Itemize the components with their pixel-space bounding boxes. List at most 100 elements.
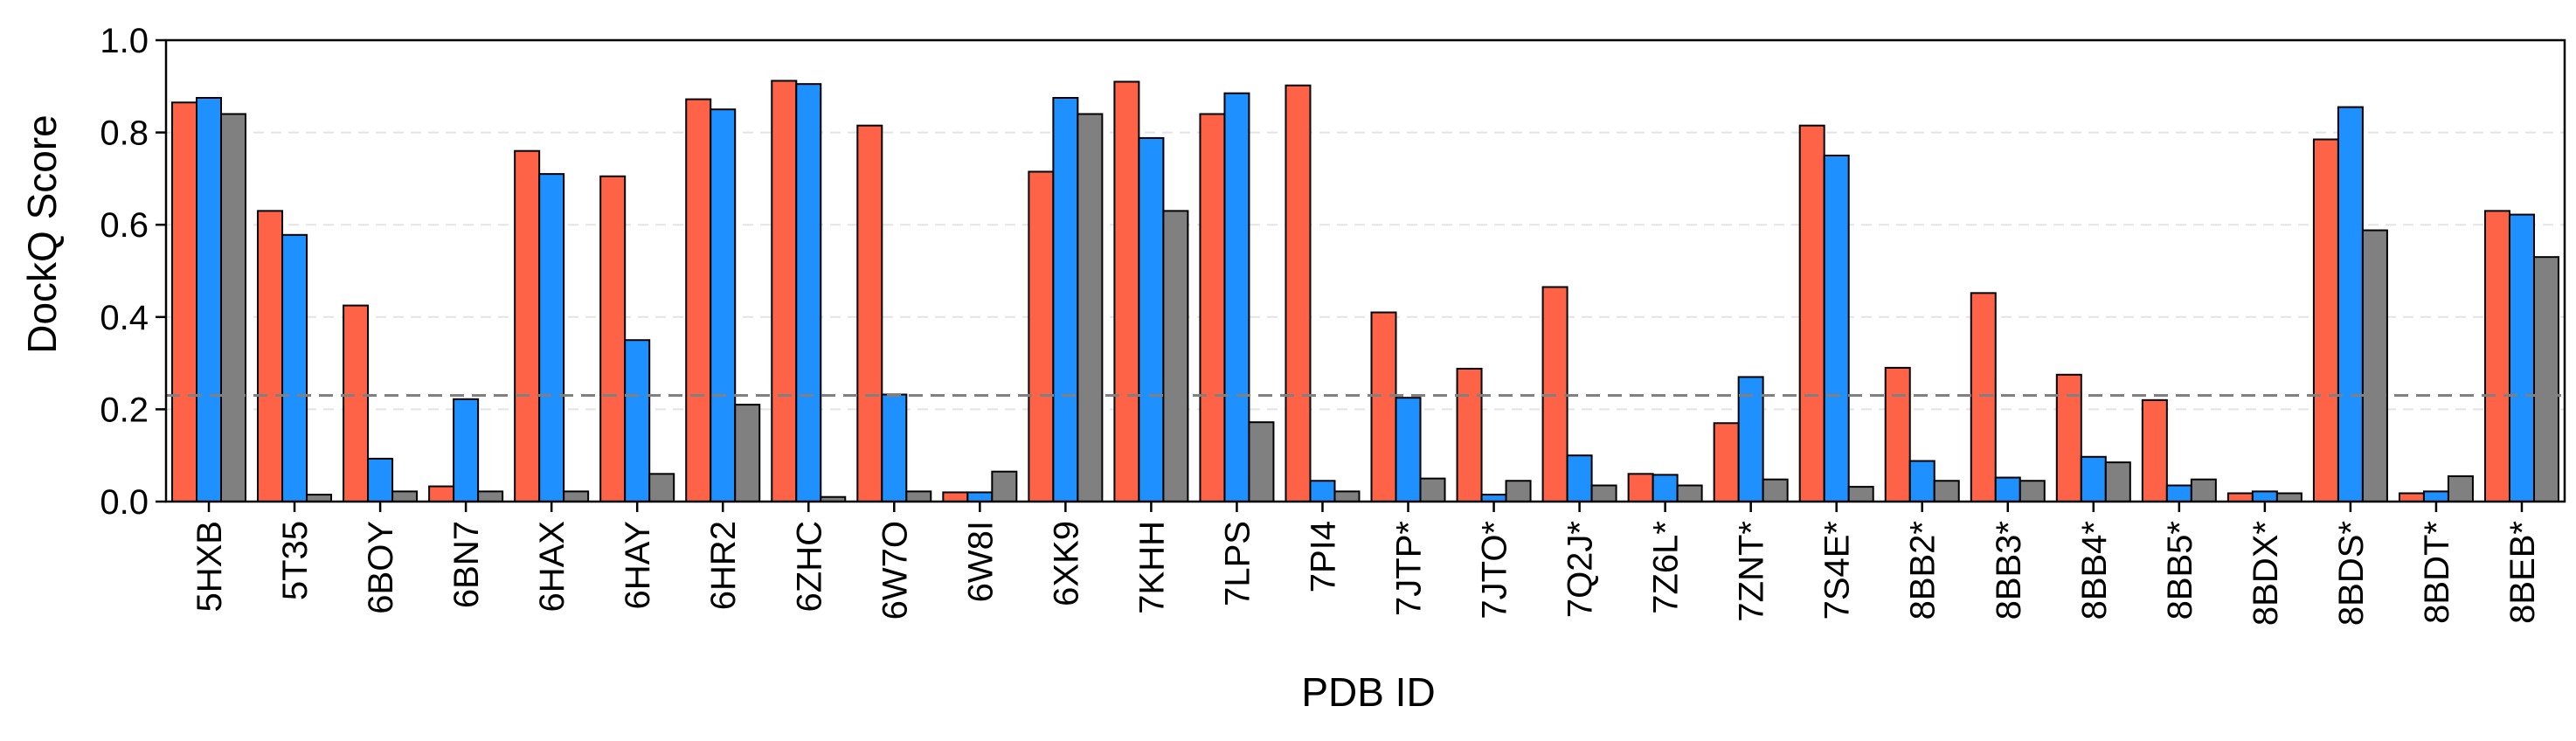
x-axis: 5HXB 5T35 6BOY 6BN7 6HAX 6HAY 6HR2 6ZHC 6W7O 6W8I… [190, 502, 2542, 626]
bar-series-3 [1590, 484, 1617, 503]
bar-series-1 [257, 210, 284, 503]
bar-series-2 [966, 491, 994, 503]
x-tick-label: 8BB2* [1904, 521, 1942, 620]
bar-series-1 [2055, 373, 2082, 502]
bar-series-3 [1505, 480, 1532, 502]
x-tick-label: 6HR2 [704, 521, 743, 610]
bar-series-3 [1847, 486, 1874, 503]
plot-frame [164, 38, 2566, 503]
bar-series-1 [428, 485, 455, 502]
bar-series-2 [1566, 454, 1593, 503]
bar-series-3 [1077, 113, 1104, 502]
bar-series-2 [2251, 490, 2278, 502]
x-tick-label: 6BN7 [447, 521, 486, 608]
bar-series-3 [1333, 490, 1361, 502]
bar-series-2 [2165, 484, 2192, 503]
x-tick-label: 8BB5* [2161, 521, 2199, 620]
bar-series-1 [2483, 210, 2510, 503]
x-axis-title: PDB ID [1301, 669, 1435, 715]
bar-series-3 [905, 490, 932, 502]
bar-series-1 [343, 304, 370, 502]
bar-series-3 [563, 490, 590, 502]
x-tick-label: 7KHH [1132, 521, 1171, 614]
bar-series-3 [1762, 478, 1789, 503]
x-tick-label: 7Z6L* [1647, 521, 1686, 614]
bar-series-2 [881, 393, 908, 502]
bar-series-2 [1908, 460, 1935, 503]
bar-series-1 [771, 80, 798, 503]
bar-series-1 [1113, 80, 1140, 503]
bar-series-2 [2337, 106, 2364, 502]
x-tick-label: 7JTP* [1390, 521, 1429, 616]
y-axis-title: DockQ Score [19, 114, 65, 354]
bar-series-3 [2190, 478, 2217, 503]
bar-series-1 [942, 491, 969, 503]
x-tick-label: 7PI4 [1304, 521, 1342, 592]
bar-series-1 [2226, 492, 2254, 502]
x-tick-label: 7Q2J* [1562, 521, 1600, 618]
bar-series-1 [1285, 84, 1312, 503]
bar-series-1 [2398, 492, 2425, 502]
bar-series-2 [1652, 474, 1679, 502]
x-tick-label: 6BOY [362, 521, 400, 614]
bar-series-2 [1395, 397, 1422, 503]
x-tick-label: 5T35 [276, 521, 315, 600]
x-tick-label: 6HAY [619, 521, 657, 610]
x-tick-label: 7S4E* [1818, 521, 1857, 620]
x-tick-label: 6ZHC [790, 521, 828, 612]
x-tick-label: 8BDT* [2418, 521, 2456, 624]
bar-series-3 [2361, 229, 2388, 502]
bar-series-2 [1138, 136, 1165, 502]
bar-series-2 [1823, 155, 1850, 502]
x-tick-label: 7ZNT* [1733, 521, 1771, 622]
bar-series-3 [648, 473, 675, 503]
bar-series-1 [1370, 311, 1397, 502]
bar-series-3 [1162, 210, 1189, 503]
x-tick-label: 8BB4* [2075, 521, 2114, 620]
bar-series-2 [196, 97, 223, 502]
bar-series-1 [599, 175, 627, 502]
bar-series-2 [624, 339, 651, 503]
y-tick-label: 1.0 [100, 22, 149, 60]
y-tick-label: 0.0 [100, 483, 149, 522]
bar-series-3 [2532, 256, 2559, 502]
bar-series-3 [1676, 484, 1703, 503]
x-tick-label: 6XK9 [1047, 521, 1085, 606]
bar-series-2 [367, 457, 394, 502]
bar-series-2 [1737, 376, 1764, 502]
y-tick-label: 0.8 [100, 114, 149, 153]
x-tick-label: 8BEB* [2503, 521, 2542, 624]
bar-series-3 [1933, 480, 1960, 502]
bar-series-3 [220, 113, 247, 502]
bar-series-3 [1419, 477, 1446, 502]
bar-series-1 [1627, 473, 1654, 503]
y-tick-label: 0.4 [100, 299, 149, 337]
bar-series-2 [1994, 476, 2021, 503]
bar-series-3 [2104, 461, 2131, 502]
bar-series-2 [2508, 213, 2535, 502]
bar-series-1 [1884, 366, 1911, 502]
bar-series-2 [795, 83, 822, 502]
x-tick-label: 8BDS* [2332, 521, 2371, 626]
bar-series-1 [1456, 367, 1483, 502]
x-tick-label: 8BDX* [2247, 521, 2285, 626]
bar-series-3 [2019, 480, 2046, 502]
bar-series-3 [1248, 421, 1275, 502]
bar-series-3 [991, 470, 1018, 502]
bar-series-1 [685, 98, 712, 502]
y-axis: 0.0 0.2 0.4 0.6 0.8 1.0 [100, 22, 166, 522]
bar-series-2 [1052, 97, 1079, 502]
bar-series-1 [1798, 124, 1825, 502]
bar-series-2 [2422, 490, 2449, 502]
bar-series-3 [734, 404, 761, 502]
bar-series-2 [2080, 455, 2107, 502]
bar-series-2 [453, 398, 480, 502]
x-tick-label: 8BB3* [1990, 521, 2028, 620]
bar-series-1 [2141, 398, 2168, 502]
x-tick-label: 7JTO* [1476, 521, 1514, 620]
bar-series-1 [1028, 170, 1055, 502]
bar-series-1 [1199, 113, 1226, 502]
bar-series-3 [391, 490, 419, 502]
y-tick-label: 0.2 [100, 391, 149, 429]
